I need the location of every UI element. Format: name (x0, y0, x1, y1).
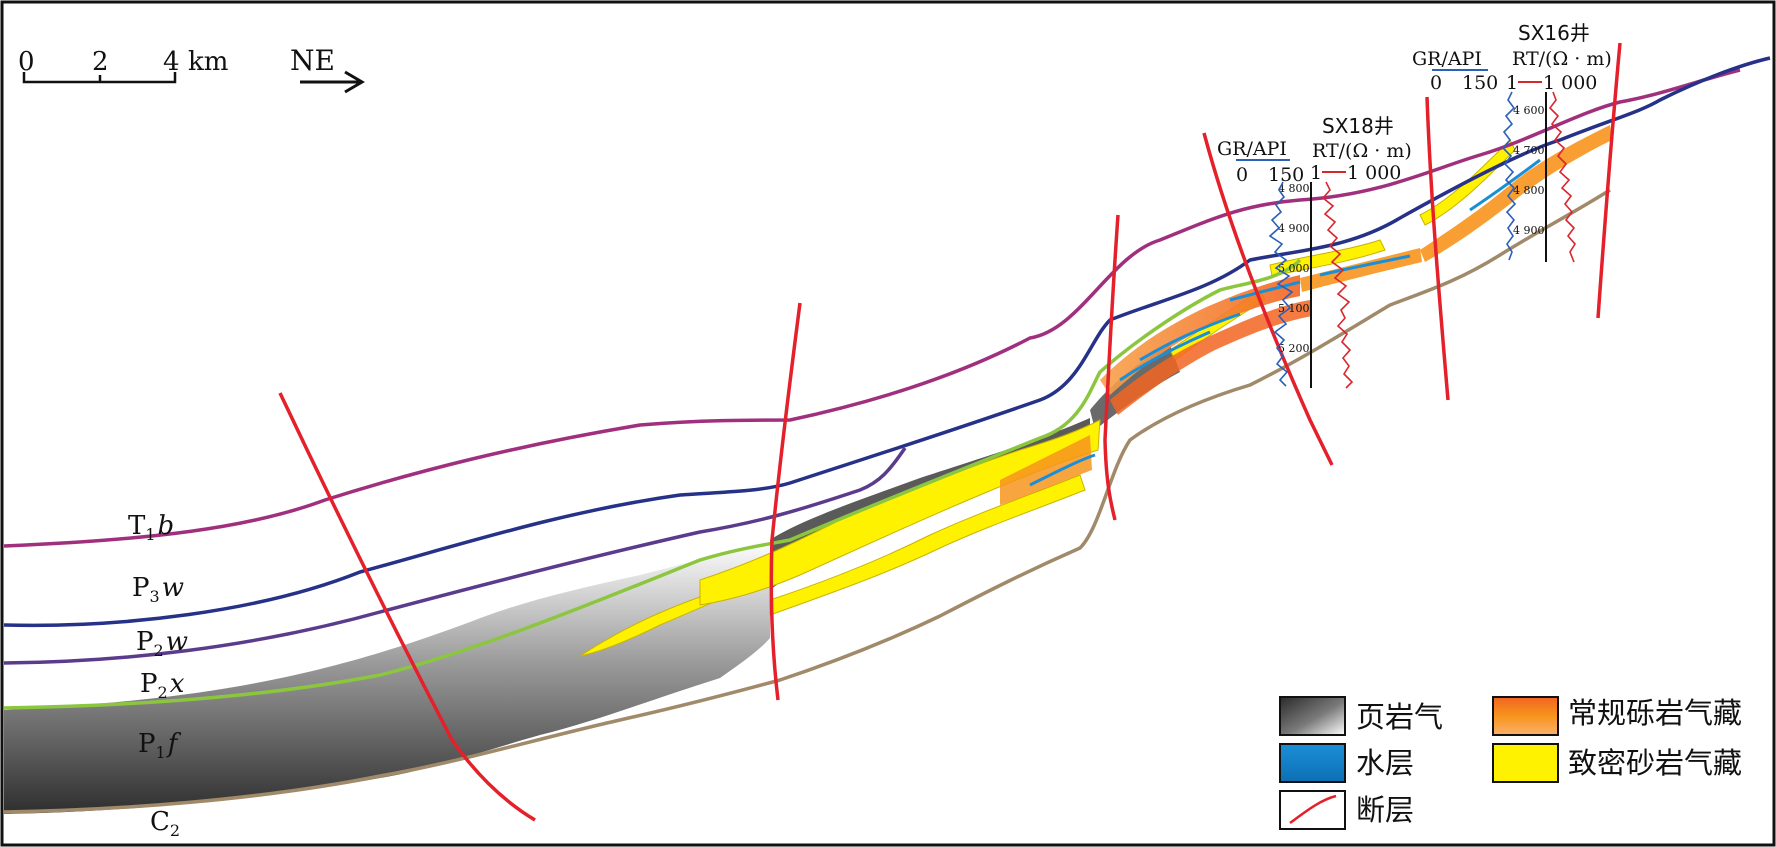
fault-2 (769, 302, 802, 701)
rt-scale-max: 1 000 (1543, 72, 1597, 94)
water-layer-swatch (1279, 743, 1346, 783)
legend-label: 页岩气 (1356, 700, 1443, 734)
fault-5 (1425, 96, 1450, 401)
horizon-p3w (3, 56, 1771, 628)
rt-label: RT/(Ω · m) (1312, 140, 1412, 162)
rt-label: RT/(Ω · m) (1512, 48, 1612, 70)
gr-scale-max: 150 (1268, 164, 1304, 186)
rt-scale-min: 1 (1310, 162, 1322, 184)
depth-4700: 4 700 (1513, 144, 1545, 157)
conglomerate-gas-swatch (1492, 696, 1559, 736)
gr-scale-max: 150 (1462, 72, 1498, 94)
gr-curve (1268, 181, 1294, 387)
well-name: SX18井 (1322, 114, 1394, 138)
fault-3 (1103, 214, 1120, 521)
label-p2w: P2w (136, 627, 188, 660)
fault-1 (278, 392, 536, 822)
label-c2: C2 (150, 807, 180, 840)
direction-indicator: NE (290, 44, 365, 94)
legend: 页岩气 常规砾岩气藏 水层 致密砂岩气藏 断层 (1279, 696, 1742, 830)
legend-item-conglomerate-gas: 常规砾岩气藏 (1492, 696, 1742, 736)
depth-4600: 4 600 (1513, 104, 1545, 117)
gr-label: GR/API (1412, 48, 1482, 70)
faults (278, 42, 1622, 822)
gr-scale-min: 0 (1236, 164, 1248, 186)
direction-label: NE (290, 44, 335, 77)
fault-4 (1202, 132, 1334, 466)
legend-label: 常规砾岩气藏 (1568, 696, 1742, 730)
shale-gas-swatch (1279, 696, 1346, 736)
scale-tick-4: 4 (163, 47, 180, 77)
gr-curve (1501, 91, 1517, 261)
well-sx16: SX16井 GR/API 0 150 RT/(Ω · m) 1 1 000 4 … (1412, 21, 1612, 263)
fault-line-icon (1289, 794, 1337, 825)
legend-label: 水层 (1356, 746, 1414, 780)
legend-label: 致密砂岩气藏 (1568, 746, 1742, 780)
horizon-p2w (3, 447, 907, 665)
horizon-c2 (3, 188, 1611, 814)
well-sx18: SX18井 GR/API 0 150 RT/(Ω · m) 1 1 000 4 … (1217, 114, 1412, 389)
formation-labels: T1b P3w P2w P2x P1f C2 (128, 511, 188, 840)
rt-scale-min: 1 (1506, 72, 1518, 94)
label-p3w: P3w (132, 573, 184, 606)
depth-5200: 5 200 (1278, 342, 1310, 355)
rt-scale-max: 1 000 (1347, 162, 1401, 184)
scale-unit: km (188, 47, 228, 77)
gr-label: GR/API (1217, 138, 1287, 160)
legend-item-tight-sandstone-gas: 致密砂岩气藏 (1492, 743, 1742, 783)
tight-sandstone-gas-swatch (1492, 743, 1559, 783)
label-p2x: P2x (140, 669, 185, 702)
depth-4900: 4 900 (1278, 222, 1310, 235)
rt-curve (1321, 181, 1354, 389)
label-t1b: T1b (128, 511, 174, 544)
well-name: SX16井 (1518, 21, 1590, 45)
legend-label: 断层 (1356, 793, 1414, 827)
scale-tick-2: 2 (92, 47, 109, 77)
horizon-lines (3, 56, 1771, 814)
horizon-p2x (3, 258, 1302, 710)
rt-curve (1548, 91, 1576, 263)
scale-bar: 0 2 4 km (18, 47, 228, 84)
legend-item-water-layer: 水层 (1279, 743, 1414, 783)
depth-4800: 4 800 (1278, 182, 1310, 195)
legend-item-fault: 断层 (1279, 790, 1414, 830)
depth-4900: 4 900 (1513, 224, 1545, 237)
gr-scale-min: 0 (1430, 72, 1442, 94)
legend-item-shale-gas: 页岩气 (1279, 696, 1443, 736)
depth-5000: 5 000 (1278, 262, 1310, 275)
scale-tick-0: 0 (18, 47, 35, 77)
depth-4800: 4 800 (1513, 184, 1545, 197)
horizon-t1b (3, 68, 1741, 548)
arrow-right-icon (300, 70, 365, 94)
fault-6 (1596, 42, 1622, 319)
